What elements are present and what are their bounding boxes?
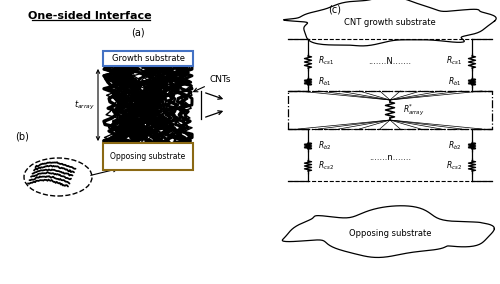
Text: $R_{b2}$: $R_{b2}$	[448, 140, 462, 152]
Text: Opposing substrate: Opposing substrate	[110, 152, 186, 161]
Text: $R_{cs2}$: $R_{cs2}$	[318, 160, 334, 172]
Bar	[103, 51, 193, 66]
Text: (c): (c)	[328, 4, 342, 14]
Text: CNTs: CNTs	[209, 75, 231, 84]
Text: Opposing substrate: Opposing substrate	[348, 229, 431, 239]
Polygon shape	[282, 206, 494, 258]
Text: $R_{b1}$: $R_{b1}$	[318, 76, 332, 88]
Text: .......N.......: .......N.......	[368, 57, 412, 66]
Text: CNT growth substrate: CNT growth substrate	[344, 18, 436, 26]
Text: One-sided Interface: One-sided Interface	[28, 11, 152, 21]
Polygon shape	[284, 0, 496, 46]
Bar	[288, 91, 492, 129]
Text: $R_{cs2}$: $R_{cs2}$	[446, 160, 462, 172]
Text: $R_{cs1}$: $R_{cs1}$	[446, 55, 462, 67]
Text: $R_{cs1}$: $R_{cs1}$	[318, 55, 334, 67]
Text: $R_{b1}$: $R_{b1}$	[448, 76, 462, 88]
Text: $R^{*}_{array}$: $R^{*}_{array}$	[403, 102, 424, 118]
Text: $R_{b2}$: $R_{b2}$	[318, 140, 332, 152]
Text: (a): (a)	[131, 27, 145, 37]
Text: $t_{array}$: $t_{array}$	[74, 99, 95, 112]
Ellipse shape	[24, 158, 92, 196]
Text: Growth substrate: Growth substrate	[112, 54, 184, 63]
Text: .......n.......: .......n.......	[369, 153, 411, 162]
Bar	[103, 143, 193, 170]
Text: (b): (b)	[15, 131, 29, 141]
